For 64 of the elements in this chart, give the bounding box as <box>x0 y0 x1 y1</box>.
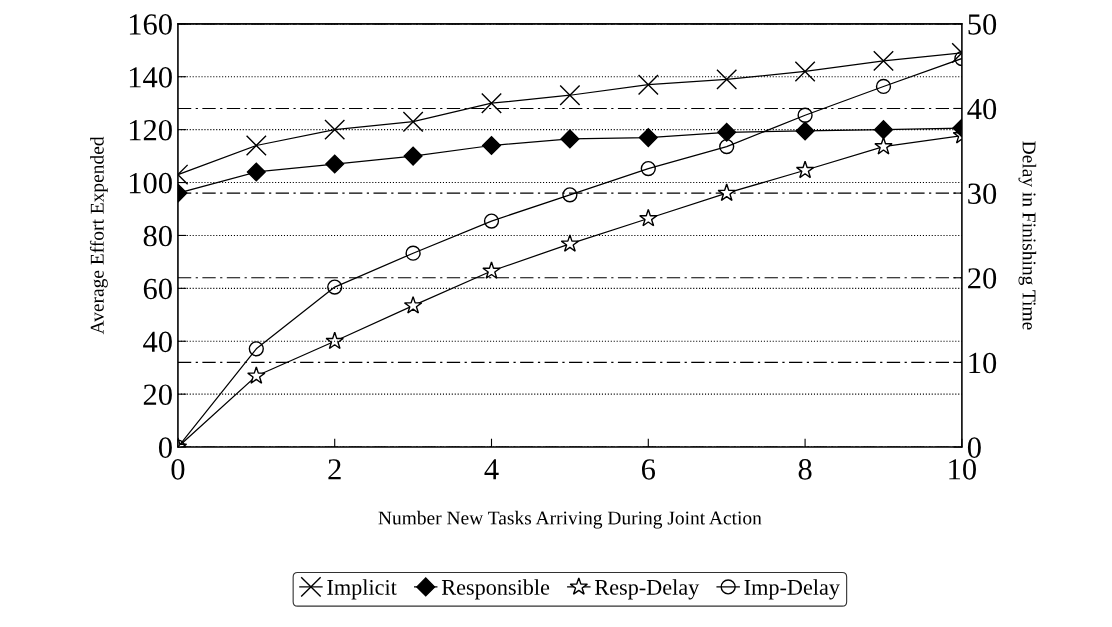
x-tick-label: 6 <box>641 459 656 480</box>
point <box>246 162 266 182</box>
point <box>794 61 816 82</box>
y2-tick-label: 50 <box>968 14 997 35</box>
point <box>560 129 580 149</box>
point <box>248 341 264 357</box>
y2-tick-label: 20 <box>968 268 997 289</box>
legend-label: Imp-Delay <box>744 579 840 600</box>
y-tick-label: 120 <box>129 119 172 141</box>
y-tick-label: 100 <box>129 172 172 194</box>
point <box>639 208 658 227</box>
point <box>797 107 813 123</box>
point <box>719 138 735 155</box>
point <box>637 74 659 96</box>
point <box>325 331 344 350</box>
point <box>875 78 892 95</box>
point <box>640 160 656 177</box>
point <box>874 136 893 155</box>
point <box>481 135 502 156</box>
x-tick-label: 8 <box>798 459 812 480</box>
point <box>873 120 894 140</box>
y-tick-label: 80 <box>143 225 172 247</box>
x-tick-label: 4 <box>484 459 499 480</box>
point <box>481 92 502 114</box>
point <box>562 187 578 203</box>
y-tick-label: 60 <box>143 278 172 300</box>
y2-tick-label: 0 <box>967 437 981 458</box>
point <box>327 279 343 295</box>
legend-label: Implicit <box>327 579 397 600</box>
point <box>325 154 345 174</box>
y2-axis-title: Delay in Finishing Time <box>1018 141 1037 330</box>
point <box>873 50 894 72</box>
point <box>403 295 423 314</box>
y-tick-label: 140 <box>129 67 172 88</box>
point <box>795 121 815 141</box>
x-tick-label: 2 <box>328 459 341 480</box>
point <box>482 261 501 279</box>
y2-tick-label: 30 <box>968 183 997 205</box>
point <box>638 128 658 148</box>
point <box>795 160 815 179</box>
y-tick-label: 40 <box>143 331 172 353</box>
x-axis-title: Number New Tasks Arriving During Joint Action <box>378 510 762 529</box>
point <box>560 234 580 252</box>
point <box>403 146 423 166</box>
x-tick-label: 0 <box>171 459 185 480</box>
legend-label: Resp-Delay <box>595 579 700 600</box>
point <box>405 245 421 261</box>
point <box>717 122 737 142</box>
point <box>559 84 581 106</box>
point <box>245 135 267 156</box>
point <box>716 68 738 90</box>
point <box>483 213 500 229</box>
y-tick-label: 20 <box>143 384 172 406</box>
y-tick-label: 160 <box>129 14 172 35</box>
x-tick-label: 10 <box>949 459 976 480</box>
y-axis-title: Average Effort Expended <box>89 136 108 335</box>
legend-label: Responsible <box>441 579 550 600</box>
point <box>247 366 266 384</box>
y2-tick-label: 10 <box>969 352 997 374</box>
point <box>324 119 346 141</box>
point <box>717 183 736 202</box>
y-tick-label: 0 <box>158 437 172 458</box>
point <box>402 111 424 133</box>
y2-tick-label: 40 <box>967 98 997 120</box>
